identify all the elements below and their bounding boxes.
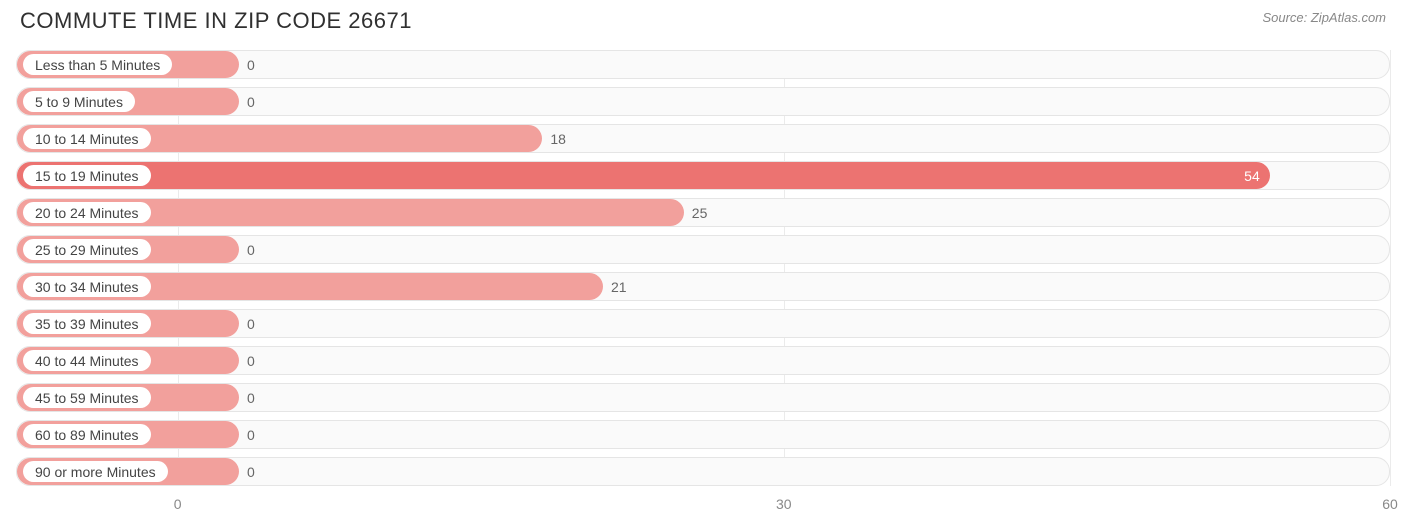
bar-value: 18: [550, 125, 566, 152]
category-pill: 40 to 44 Minutes: [23, 350, 151, 371]
chart-area: Less than 5 Minutes 0 5 to 9 Minutes 0 10 to…: [0, 34, 1406, 486]
bar-row: 35 to 39 Minutes 0: [16, 309, 1390, 338]
category-pill: Less than 5 Minutes: [23, 54, 172, 75]
category-pill: 45 to 59 Minutes: [23, 387, 151, 408]
bar-row: 60 to 89 Minutes 0: [16, 420, 1390, 449]
bar-value: 54: [1244, 168, 1260, 184]
bar-row: 10 to 14 Minutes 18: [16, 124, 1390, 153]
bar-row: Less than 5 Minutes 0: [16, 50, 1390, 79]
bar-row: 90 or more Minutes 0: [16, 457, 1390, 486]
grid-line: [1390, 50, 1391, 486]
axis-tick: 30: [776, 496, 792, 512]
bar-row: 54 15 to 19 Minutes: [16, 161, 1390, 190]
bars-container: Less than 5 Minutes 0 5 to 9 Minutes 0 10 to…: [16, 50, 1390, 486]
bar-value: 0: [247, 310, 255, 337]
chart-title: COMMUTE TIME IN ZIP CODE 26671: [20, 8, 412, 34]
category-pill: 20 to 24 Minutes: [23, 202, 151, 223]
category-pill: 15 to 19 Minutes: [23, 165, 151, 186]
category-pill: 60 to 89 Minutes: [23, 424, 151, 445]
bar-value: 0: [247, 421, 255, 448]
bar-value: 0: [247, 347, 255, 374]
bar-value: 0: [247, 236, 255, 263]
source-attribution: Source: ZipAtlas.com: [1262, 8, 1386, 25]
category-pill: 10 to 14 Minutes: [23, 128, 151, 149]
category-pill: 90 or more Minutes: [23, 461, 168, 482]
bar-value: 21: [611, 273, 627, 300]
category-pill: 25 to 29 Minutes: [23, 239, 151, 260]
axis-tick: 60: [1382, 496, 1398, 512]
bar-row: 45 to 59 Minutes 0: [16, 383, 1390, 412]
category-pill: 35 to 39 Minutes: [23, 313, 151, 334]
bar-row: 20 to 24 Minutes 25: [16, 198, 1390, 227]
axis-tick: 0: [174, 496, 182, 512]
category-pill: 30 to 34 Minutes: [23, 276, 151, 297]
bar-row: 5 to 9 Minutes 0: [16, 87, 1390, 116]
bar-row: 30 to 34 Minutes 21: [16, 272, 1390, 301]
bar-value: 25: [692, 199, 708, 226]
bar-row: 40 to 44 Minutes 0: [16, 346, 1390, 375]
bar-row: 25 to 29 Minutes 0: [16, 235, 1390, 264]
header: COMMUTE TIME IN ZIP CODE 26671 Source: Z…: [0, 0, 1406, 34]
bar-fill: 54: [17, 162, 1270, 189]
category-pill: 5 to 9 Minutes: [23, 91, 135, 112]
bar-value: 0: [247, 458, 255, 485]
x-axis: 03060: [16, 494, 1390, 516]
bar-value: 0: [247, 51, 255, 78]
bar-value: 0: [247, 88, 255, 115]
bar-value: 0: [247, 384, 255, 411]
